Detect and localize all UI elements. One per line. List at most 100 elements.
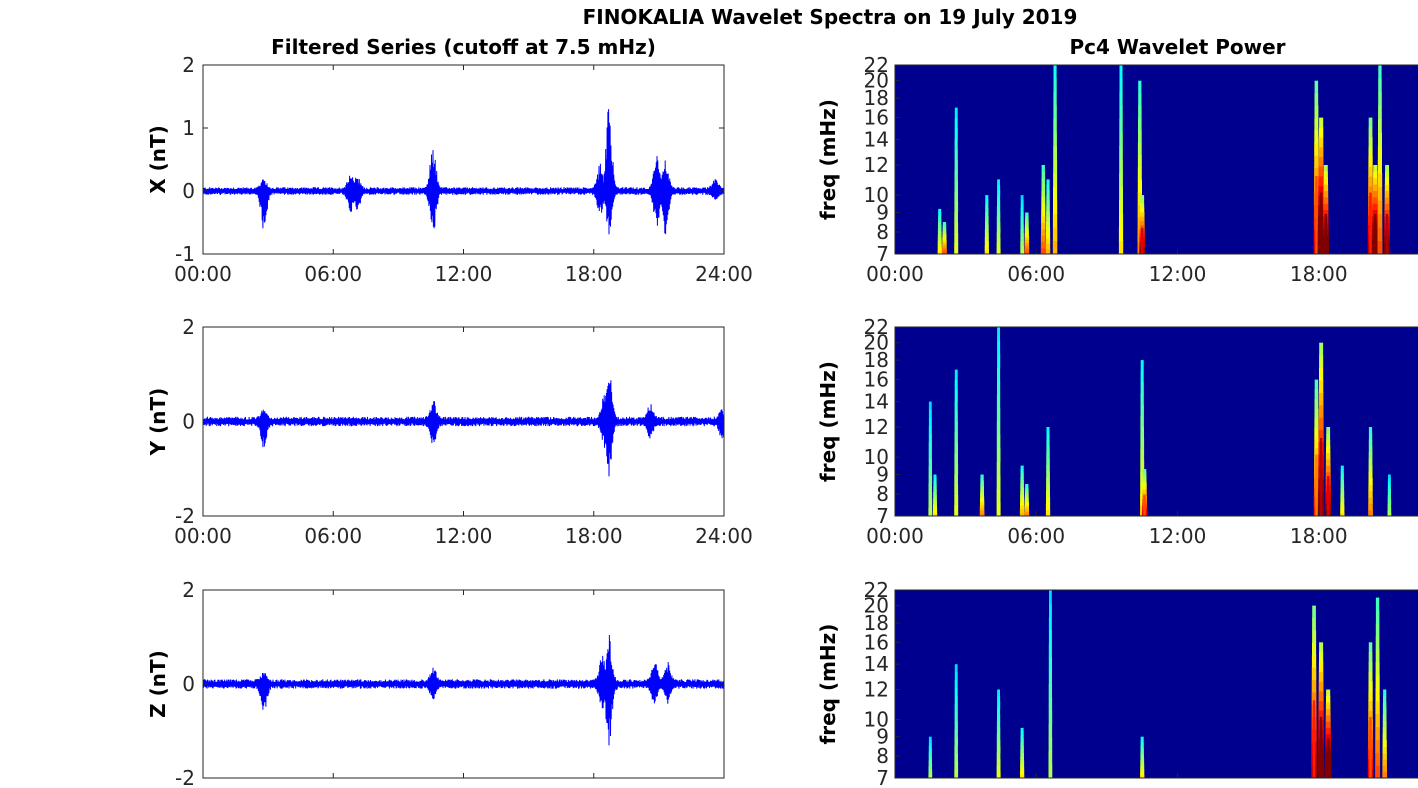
power-streak [1140, 449, 1145, 461]
power-streak [1382, 708, 1387, 716]
power-streak [928, 775, 933, 778]
power-streak [1053, 173, 1058, 187]
power-panel-0: 7891012141618202200:0006:0012:0018:0000f… [816, 53, 1418, 286]
power-streak [1052, 213, 1058, 228]
x-tick-label: 06:00 [1007, 524, 1065, 548]
y-tick-label: 7 [876, 504, 889, 528]
y-tick-label: -2 [175, 766, 195, 788]
power-streak [1025, 215, 1029, 219]
power-streak [1340, 487, 1345, 492]
series-trace [203, 634, 724, 746]
power-streak [1040, 247, 1046, 254]
power-streak [1140, 207, 1145, 213]
power-streak [1377, 186, 1383, 201]
power-streak [1119, 200, 1123, 214]
power-streak [937, 228, 942, 232]
power-streak [996, 435, 1001, 449]
power-streak [1020, 483, 1024, 488]
power-streak [1024, 497, 1029, 501]
power-streak [1119, 92, 1123, 106]
y-tick-label: 2 [182, 315, 195, 339]
power-streak [1053, 146, 1057, 160]
x-tick-label: 24:00 [695, 524, 753, 548]
power-streak [1140, 757, 1145, 761]
power-streak [1326, 446, 1331, 453]
power-streak [1049, 590, 1052, 604]
power-streak [1119, 132, 1123, 147]
power-streak [1368, 166, 1373, 177]
power-streak [1053, 186, 1058, 201]
y-tick-label: 22 [864, 315, 889, 339]
power-streak [1020, 476, 1024, 481]
power-streak [1024, 502, 1029, 506]
power-streak [954, 421, 958, 433]
power-streak [985, 203, 989, 209]
power-streak [980, 501, 985, 505]
power-streak [1041, 190, 1046, 198]
power-streak [1368, 477, 1373, 485]
power-streak [942, 240, 947, 244]
power-streak [997, 367, 1001, 382]
power-streak [954, 432, 958, 444]
power-streak [954, 753, 958, 763]
power-streak [1020, 212, 1024, 217]
power-streak [1142, 485, 1147, 490]
power-streak [938, 218, 942, 223]
power-streak [1025, 486, 1029, 489]
power-streak [1020, 767, 1025, 772]
power-streak [1020, 756, 1024, 761]
power-streak [997, 340, 1001, 355]
power-streak [1142, 489, 1147, 493]
power-streak [1020, 220, 1024, 226]
power-streak [954, 704, 958, 714]
power-streak [1020, 249, 1025, 254]
power-streak [1046, 184, 1050, 191]
power-streak [1020, 195, 1024, 200]
power-streak [997, 695, 1001, 703]
power-streak [1318, 710, 1324, 721]
power-streak [996, 475, 1001, 490]
power-streak [1053, 119, 1057, 133]
power-streak [1025, 488, 1029, 492]
power-streak [937, 241, 942, 245]
power-background [895, 65, 1418, 254]
power-streak [997, 327, 1000, 341]
power-streak [984, 249, 989, 254]
power-streak [1372, 190, 1378, 198]
power-streak-core [1385, 214, 1389, 254]
power-streak [928, 491, 933, 501]
power-streak [1024, 500, 1029, 503]
y-tick-label: 14 [864, 390, 889, 414]
power-streak [1340, 472, 1344, 477]
power-streak [985, 195, 989, 200]
power-streak [954, 688, 958, 698]
y-tick-label: 16 [864, 630, 889, 654]
power-streak [942, 222, 947, 225]
power-streak [1140, 739, 1144, 744]
power-streak [1020, 501, 1025, 506]
power-streak-core [1312, 700, 1316, 778]
power-streak [1046, 458, 1050, 466]
power-streak [1314, 130, 1319, 144]
power-streak [1312, 642, 1317, 656]
power-streak [980, 480, 984, 484]
y-tick-label: 14 [864, 128, 889, 152]
power-streak [1372, 203, 1378, 211]
power-streak [954, 664, 958, 673]
power-streak [1323, 209, 1329, 217]
power-streak-core [1141, 227, 1144, 254]
power-streaks [928, 327, 1392, 516]
power-streak [1318, 681, 1324, 692]
power-streak [954, 721, 958, 730]
power-streak [928, 769, 933, 773]
power-streak [1019, 508, 1025, 513]
power-streak [1046, 452, 1050, 460]
power-streak [942, 226, 947, 230]
power-streak-core [1315, 176, 1318, 254]
power-streak [1024, 513, 1030, 516]
power-streak [1325, 471, 1331, 479]
power-streak [997, 714, 1001, 722]
power-streak [933, 501, 937, 505]
power-streak [942, 228, 947, 232]
y-tick-label: 2 [182, 53, 195, 77]
